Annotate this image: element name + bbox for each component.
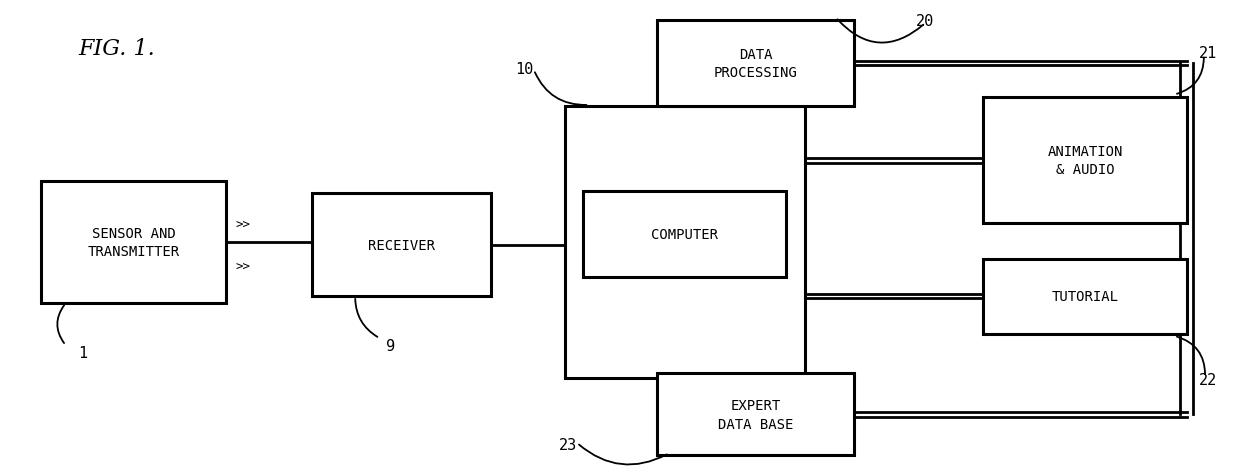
Bar — [657, 374, 854, 456]
Bar — [983, 259, 1187, 334]
Text: 1: 1 — [78, 345, 87, 360]
Text: TUTORIAL: TUTORIAL — [1052, 289, 1118, 303]
Text: >>: >> — [236, 218, 250, 231]
Text: 22: 22 — [1199, 372, 1218, 387]
Bar — [983, 98, 1187, 224]
Bar — [657, 20, 854, 107]
Text: 9: 9 — [386, 338, 396, 353]
Text: >>: >> — [236, 260, 250, 274]
Bar — [583, 191, 786, 278]
Bar — [312, 194, 491, 297]
Text: DATA
PROCESSING: DATA PROCESSING — [713, 48, 797, 80]
Text: EXPERT
DATA BASE: EXPERT DATA BASE — [718, 398, 794, 431]
Text: 10: 10 — [516, 62, 533, 77]
Text: RECEIVER: RECEIVER — [368, 238, 435, 252]
Text: ANIMATION
& AUDIO: ANIMATION & AUDIO — [1048, 145, 1122, 177]
Text: FIG. 1.: FIG. 1. — [78, 38, 155, 60]
Text: 21: 21 — [1199, 46, 1218, 61]
Text: 23: 23 — [558, 437, 577, 452]
Bar — [564, 107, 805, 378]
Bar — [41, 182, 226, 304]
Text: SENSOR AND
TRANSMITTER: SENSOR AND TRANSMITTER — [88, 227, 180, 259]
Text: COMPUTER: COMPUTER — [651, 228, 718, 241]
Text: 20: 20 — [915, 14, 934, 30]
